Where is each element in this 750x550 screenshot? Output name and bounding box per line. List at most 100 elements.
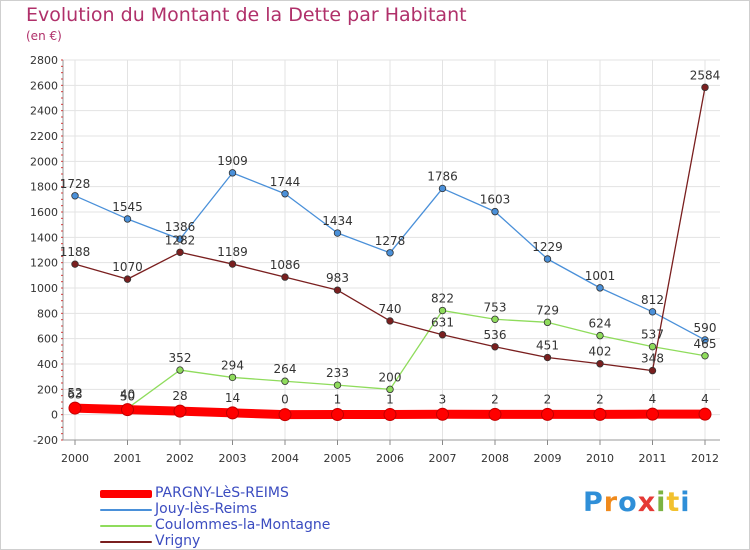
data-label: 812 (641, 293, 664, 307)
data-label: 402 (589, 345, 612, 359)
logo-letter: t (666, 487, 681, 518)
data-point (648, 308, 657, 316)
y-tick-label: 1200 (30, 257, 58, 270)
data-point (648, 342, 657, 351)
x-tick-label: 2012 (691, 452, 719, 465)
data-label: 348 (641, 352, 664, 366)
logo-letter: P (583, 487, 604, 518)
data-label: 753 (484, 300, 507, 314)
data-label: 1086 (270, 258, 301, 272)
data-label: 1603 (480, 193, 511, 207)
x-tick-label: 2004 (271, 452, 299, 465)
y-tick-label: 400 (37, 358, 58, 371)
data-point (281, 273, 289, 281)
data-label: 1545 (112, 200, 143, 214)
y-tick-label: 2600 (30, 79, 58, 92)
data-point (333, 381, 342, 389)
y-tick-label: 1600 (30, 206, 58, 219)
data-label: 264 (274, 362, 297, 376)
data-label: 1188 (60, 245, 91, 259)
y-tick-label: 2200 (30, 130, 58, 143)
data-label: 1 (334, 393, 342, 407)
data-label: 822 (431, 292, 454, 306)
data-point (68, 401, 82, 415)
x-tick-label: 2010 (586, 452, 614, 465)
data-label: 590 (694, 321, 717, 335)
series-group (68, 83, 712, 422)
data-point (491, 343, 499, 351)
data-label: 451 (536, 339, 559, 353)
y-tick-label: 2800 (30, 54, 58, 67)
data-label: 4 (649, 392, 657, 406)
x-tick-label: 2001 (114, 452, 142, 465)
data-label: 624 (589, 317, 612, 331)
data-label: 4 (701, 392, 709, 406)
data-label: 1282 (165, 233, 196, 247)
data-label: 52 (67, 386, 82, 400)
y-tick-label: 2400 (30, 105, 58, 118)
data-point (543, 353, 552, 362)
data-point (543, 318, 552, 327)
data-point (123, 215, 132, 223)
data-point (698, 407, 712, 421)
data-label: 2 (544, 392, 552, 406)
data-point (386, 317, 394, 325)
data-point (488, 407, 502, 421)
data-label: 0 (281, 393, 289, 407)
data-label: 28 (172, 389, 187, 403)
data-point (648, 366, 657, 375)
data-point (281, 190, 289, 198)
data-label: 2584 (690, 68, 721, 82)
data-label: 1 (386, 393, 394, 407)
y-tick-label: -200 (33, 434, 58, 447)
data-label: 3 (439, 392, 447, 406)
chart-title: Evolution du Montant de la Dette par Hab… (26, 4, 467, 26)
data-label: 536 (484, 328, 507, 342)
y-tick-label: 2000 (30, 155, 58, 168)
y-tick-label: 600 (37, 333, 58, 346)
data-label: 14 (225, 391, 240, 405)
data-point (278, 408, 292, 422)
data-point (228, 169, 237, 177)
chart-unit: (en €) (26, 29, 62, 43)
data-point (228, 260, 237, 268)
data-label: 200 (379, 370, 402, 384)
legend-label: Vrigny (155, 533, 201, 549)
data-point (71, 192, 79, 200)
data-label: 465 (694, 337, 717, 351)
data-label: 2 (596, 392, 604, 406)
data-label: 729 (536, 303, 559, 317)
data-label: 1728 (60, 177, 91, 191)
data-point (646, 407, 659, 421)
logo-letter: i (656, 487, 667, 518)
data-point (541, 407, 554, 421)
data-point (71, 260, 79, 268)
legend-swatch (100, 541, 152, 543)
axes: -200020040060080010001200140016001800200… (30, 54, 720, 465)
proxiti-logo: Proxiti (583, 487, 691, 518)
data-label: 1229 (532, 240, 563, 254)
data-point (228, 373, 237, 382)
data-label: 1070 (112, 260, 143, 274)
legend-label: PARGNY-LèS-REIMS (155, 485, 289, 501)
y-tick-label: 1800 (30, 181, 58, 194)
data-label: 983 (326, 271, 349, 285)
logo-letter: o (618, 487, 638, 518)
y-tick-label: 0 (51, 409, 58, 422)
data-label: 63 (67, 388, 82, 402)
legend-swatch (100, 490, 152, 498)
logo-letter: i (680, 487, 691, 518)
x-tick-label: 2011 (639, 452, 667, 465)
data-point (386, 249, 394, 257)
data-label: 1386 (165, 220, 196, 234)
data-point (176, 366, 184, 374)
data-point (491, 315, 499, 323)
x-tick-label: 2000 (61, 452, 89, 465)
data-point (176, 248, 184, 256)
data-point (331, 408, 344, 422)
data-label: 1434 (322, 214, 353, 228)
data-point (226, 406, 239, 420)
data-label: 40 (120, 388, 135, 402)
data-point (596, 284, 604, 292)
data-point (701, 352, 709, 360)
